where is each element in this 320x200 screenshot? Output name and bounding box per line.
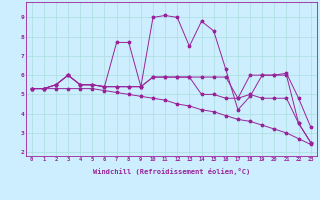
X-axis label: Windchill (Refroidissement éolien,°C): Windchill (Refroidissement éolien,°C) — [92, 168, 250, 175]
